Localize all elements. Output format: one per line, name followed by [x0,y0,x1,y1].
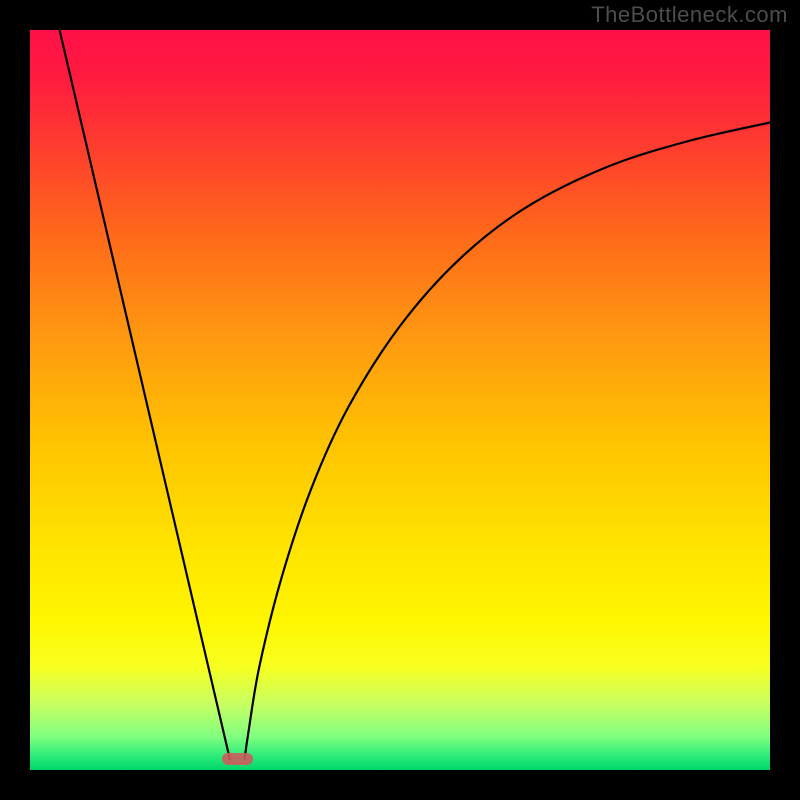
watermark-text: TheBottleneck.com [591,2,788,28]
sweet-spot-marker [222,753,253,766]
plot-area [30,30,770,770]
bottleneck-curve-right [245,123,770,759]
figure-canvas: TheBottleneck.com [0,0,800,800]
curve-layer [30,30,770,770]
bottleneck-curve-left [60,30,230,759]
